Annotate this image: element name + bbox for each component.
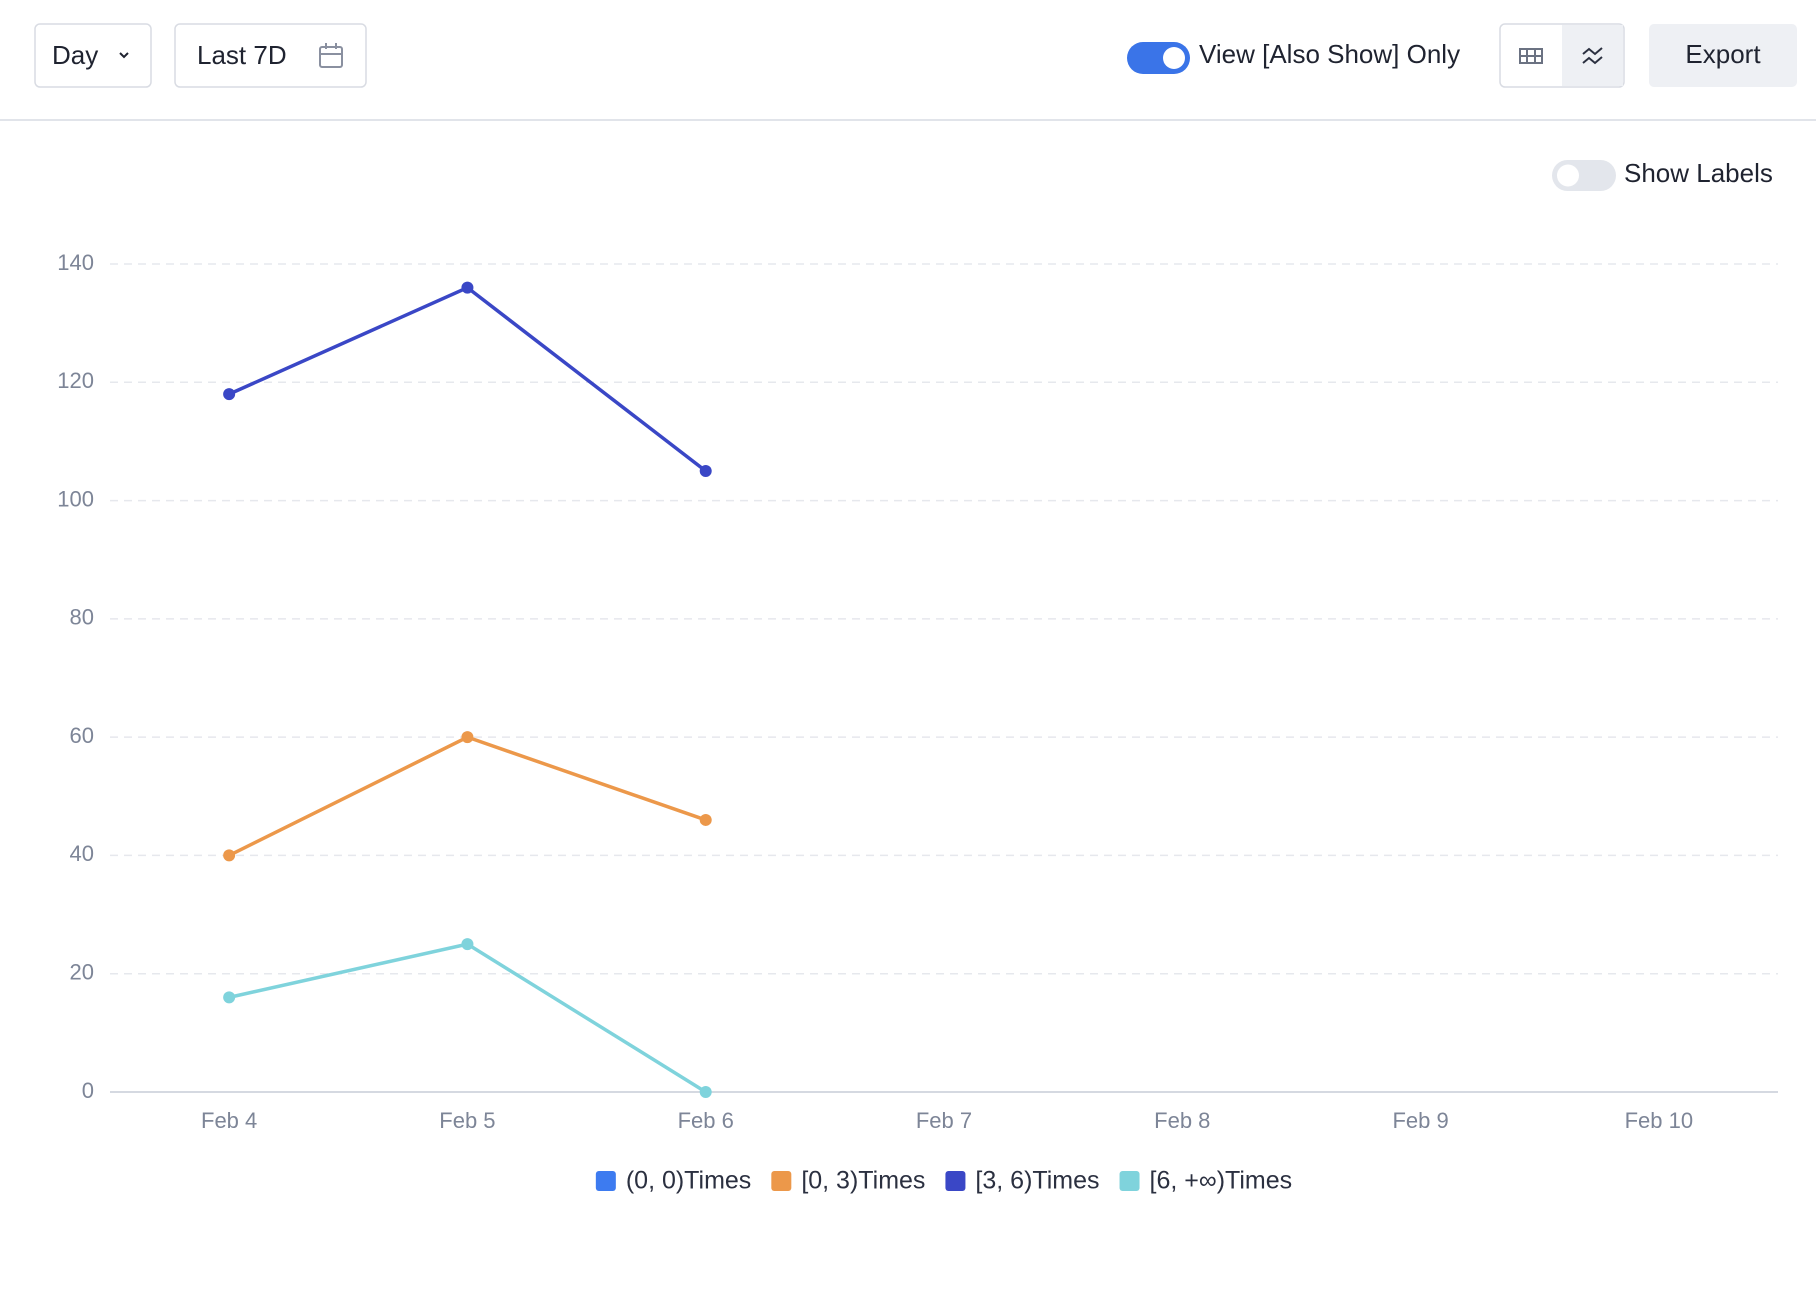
series-line <box>228 735 707 857</box>
series-line <box>228 942 707 1094</box>
toggle-knob <box>1163 47 1185 69</box>
legend-swatch <box>945 1171 966 1191</box>
x-tick-label: Feb 6 <box>678 1108 734 1133</box>
legend-label: [0, 3)Times <box>801 1167 925 1195</box>
legend-swatch <box>595 1171 616 1191</box>
export-button[interactable] <box>1649 24 1797 87</box>
legend-label: (0, 0)Times <box>626 1167 751 1195</box>
granularity-select[interactable] <box>34 23 152 88</box>
table-icon <box>1519 48 1543 64</box>
point <box>699 813 712 826</box>
chart-view-button[interactable] <box>1562 25 1623 86</box>
range-picker[interactable] <box>174 23 367 88</box>
y-tick-label: 40 <box>70 841 94 866</box>
export-label: Export <box>1685 39 1761 69</box>
show-labels-label: Show Labels <box>1624 158 1773 188</box>
line-icon <box>1582 47 1603 65</box>
granularity-label: Day <box>52 40 98 70</box>
legend: (0, 0)Times [0, 3)Times [3, 6)Times [6, +∞)… <box>595 1167 1293 1195</box>
y-tick-label: 100 <box>57 486 94 511</box>
y-tick-label: 0 <box>82 1078 94 1103</box>
y-tick-label: 20 <box>70 960 94 985</box>
point <box>461 281 474 294</box>
y-tick-label: 140 <box>57 250 94 275</box>
chevron-icon <box>119 52 129 59</box>
x-tick-label: Feb 10 <box>1625 1108 1694 1133</box>
x-tick-label: Feb 4 <box>201 1108 257 1133</box>
y-tick-label: 60 <box>70 723 94 748</box>
range-label: Last 7D <box>197 40 287 70</box>
point <box>699 1086 712 1098</box>
calendar-icon <box>319 43 343 68</box>
point <box>223 991 236 1004</box>
x-tick-label: Feb 8 <box>1154 1108 1210 1133</box>
series-line <box>228 285 707 473</box>
point <box>461 938 474 951</box>
point <box>699 465 712 477</box>
y-tick-label: 80 <box>70 605 94 630</box>
point <box>223 388 236 401</box>
x-tick-label: Feb 5 <box>439 1108 495 1133</box>
point <box>223 849 236 862</box>
legend-swatch <box>771 1171 792 1191</box>
point <box>461 731 474 744</box>
y-tick-label: 120 <box>57 368 94 393</box>
x-tick-label: Feb 9 <box>1392 1108 1448 1133</box>
legend-swatch <box>1119 1171 1140 1191</box>
x-tick-label: Feb 7 <box>916 1108 972 1133</box>
toggle-knob <box>1557 164 1579 187</box>
legend-label: [3, 6)Times <box>975 1167 1099 1195</box>
toggle-label: View [Also Show] Only <box>1199 39 1460 69</box>
legend-label: [6, +∞)Times <box>1150 1167 1293 1195</box>
